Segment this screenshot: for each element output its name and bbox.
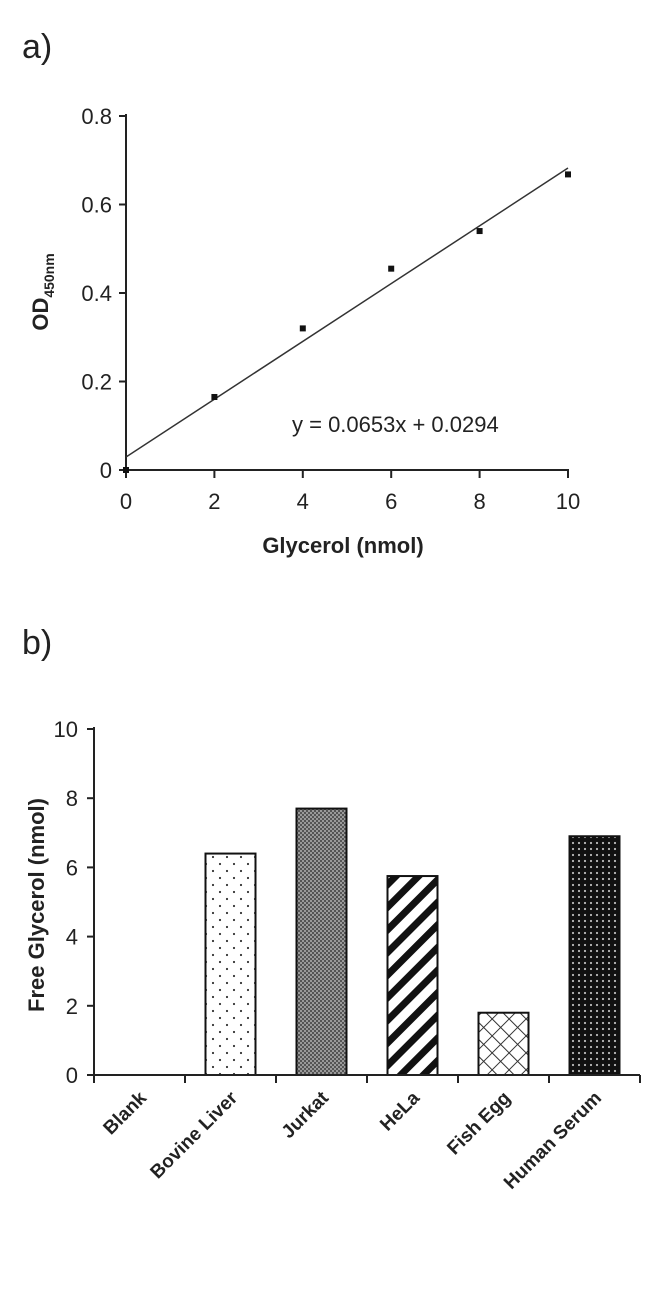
y-tick-label: 4 <box>66 925 78 950</box>
y-tick-label: 2 <box>66 994 78 1019</box>
y-axis-title-main: OD <box>28 298 53 331</box>
x-tick-label: 8 <box>473 489 485 514</box>
panel-label-a: a) <box>22 28 52 66</box>
bar-fish-egg <box>477 1011 530 1076</box>
data-point <box>476 228 483 235</box>
data-point <box>211 393 218 400</box>
y-tick-label: 10 <box>54 717 78 742</box>
x-ticks-a: 0 2 4 6 8 10 <box>120 470 580 514</box>
x-tick-label: 10 <box>556 489 580 514</box>
x-tick-marks-b <box>93 1075 641 1083</box>
y-tick-label: 0 <box>100 458 112 483</box>
standard-curve-chart: a) 0 0.2 0.4 0.6 0.8 0 2 4 6 8 10 y = 0.0653x + 0… <box>22 28 580 558</box>
data-point <box>123 467 129 473</box>
y-tick-label: 0.2 <box>81 370 112 395</box>
data-point <box>388 265 395 272</box>
bar-jurkat <box>295 807 348 1077</box>
x-tick-label: 0 <box>120 489 132 514</box>
x-tick-label: 4 <box>297 489 309 514</box>
x-tick-label: 2 <box>208 489 220 514</box>
x-tick-label: 6 <box>385 489 397 514</box>
y-axis-title-a: OD450nm <box>28 253 57 330</box>
trendline <box>125 167 569 458</box>
category-label: HeLa <box>376 1087 424 1135</box>
bar-human-serum <box>568 835 621 1077</box>
y-tick-label: 8 <box>66 786 78 811</box>
y-ticks-b: 0 2 4 6 8 10 <box>54 717 94 1088</box>
panel-label-b: b) <box>22 624 52 662</box>
y-axis-title-subscript: 450nm <box>41 253 57 297</box>
data-points <box>123 171 571 473</box>
y-tick-label: 0.8 <box>81 104 112 129</box>
category-label: Blank <box>100 1087 152 1139</box>
category-label: Fish Egg <box>443 1088 515 1160</box>
bar-hela <box>386 875 439 1076</box>
trendline-equation: y = 0.0653x + 0.0294 <box>292 412 499 437</box>
data-point <box>565 171 571 178</box>
y-tick-label: 0.6 <box>81 193 112 218</box>
y-tick-label: 6 <box>66 855 78 880</box>
category-label: Human Serum <box>500 1088 606 1194</box>
y-tick-label: 0.4 <box>81 281 112 306</box>
y-tick-label: 0 <box>66 1063 78 1088</box>
y-ticks-a: 0 0.2 0.4 0.6 0.8 <box>81 104 126 483</box>
category-label: Jurkat <box>278 1087 334 1143</box>
category-label: Bovine Liver <box>147 1087 243 1183</box>
data-point <box>299 325 306 332</box>
y-axis-title-b: Free Glycerol (nmol) <box>24 798 49 1012</box>
bar-bovine-liver <box>204 852 257 1076</box>
x-axis-title-a: Glycerol (nmol) <box>262 533 423 558</box>
bars <box>204 807 621 1077</box>
